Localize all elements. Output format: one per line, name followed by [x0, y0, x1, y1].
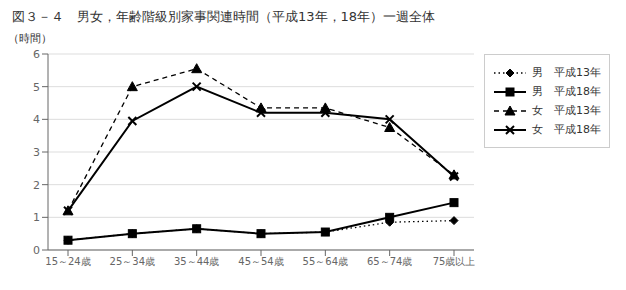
- svg-text:5: 5: [33, 81, 40, 94]
- svg-text:0: 0: [33, 244, 40, 257]
- svg-text:45～54歳: 45～54歳: [238, 256, 283, 267]
- svg-text:6: 6: [33, 48, 40, 61]
- svg-text:3: 3: [33, 146, 40, 159]
- html-text:男 平成13年: 男 平成13年: [532, 66, 601, 79]
- html-text:女 平成13年: 女 平成13年: [532, 104, 601, 117]
- svg-text:2: 2: [33, 179, 40, 192]
- svg-text:15～24歳: 15～24歳: [45, 256, 90, 267]
- svg-text:（時間）: （時間）: [8, 32, 52, 45]
- svg-text:1: 1: [33, 211, 40, 224]
- svg-text:55～64歳: 55～64歳: [303, 256, 348, 267]
- html-text:男 平成18年: 男 平成18年: [532, 85, 601, 98]
- svg-text:35～44歳: 35～44歳: [174, 256, 219, 267]
- svg-text:25～34歳: 25～34歳: [110, 256, 155, 267]
- svg-text:75歳以上: 75歳以上: [433, 256, 476, 267]
- html-text:女 平成18年: 女 平成18年: [532, 123, 601, 136]
- svg-text:65～74歳: 65～74歳: [367, 256, 412, 267]
- html-text:図３－４ 男女，年齢階級別家事関連時間（平成13年，18年）: 図３－４ 男女，年齢階級別家事関連時間（平成13年，18年）一週全体: [12, 9, 436, 24]
- svg-text:4: 4: [33, 113, 40, 126]
